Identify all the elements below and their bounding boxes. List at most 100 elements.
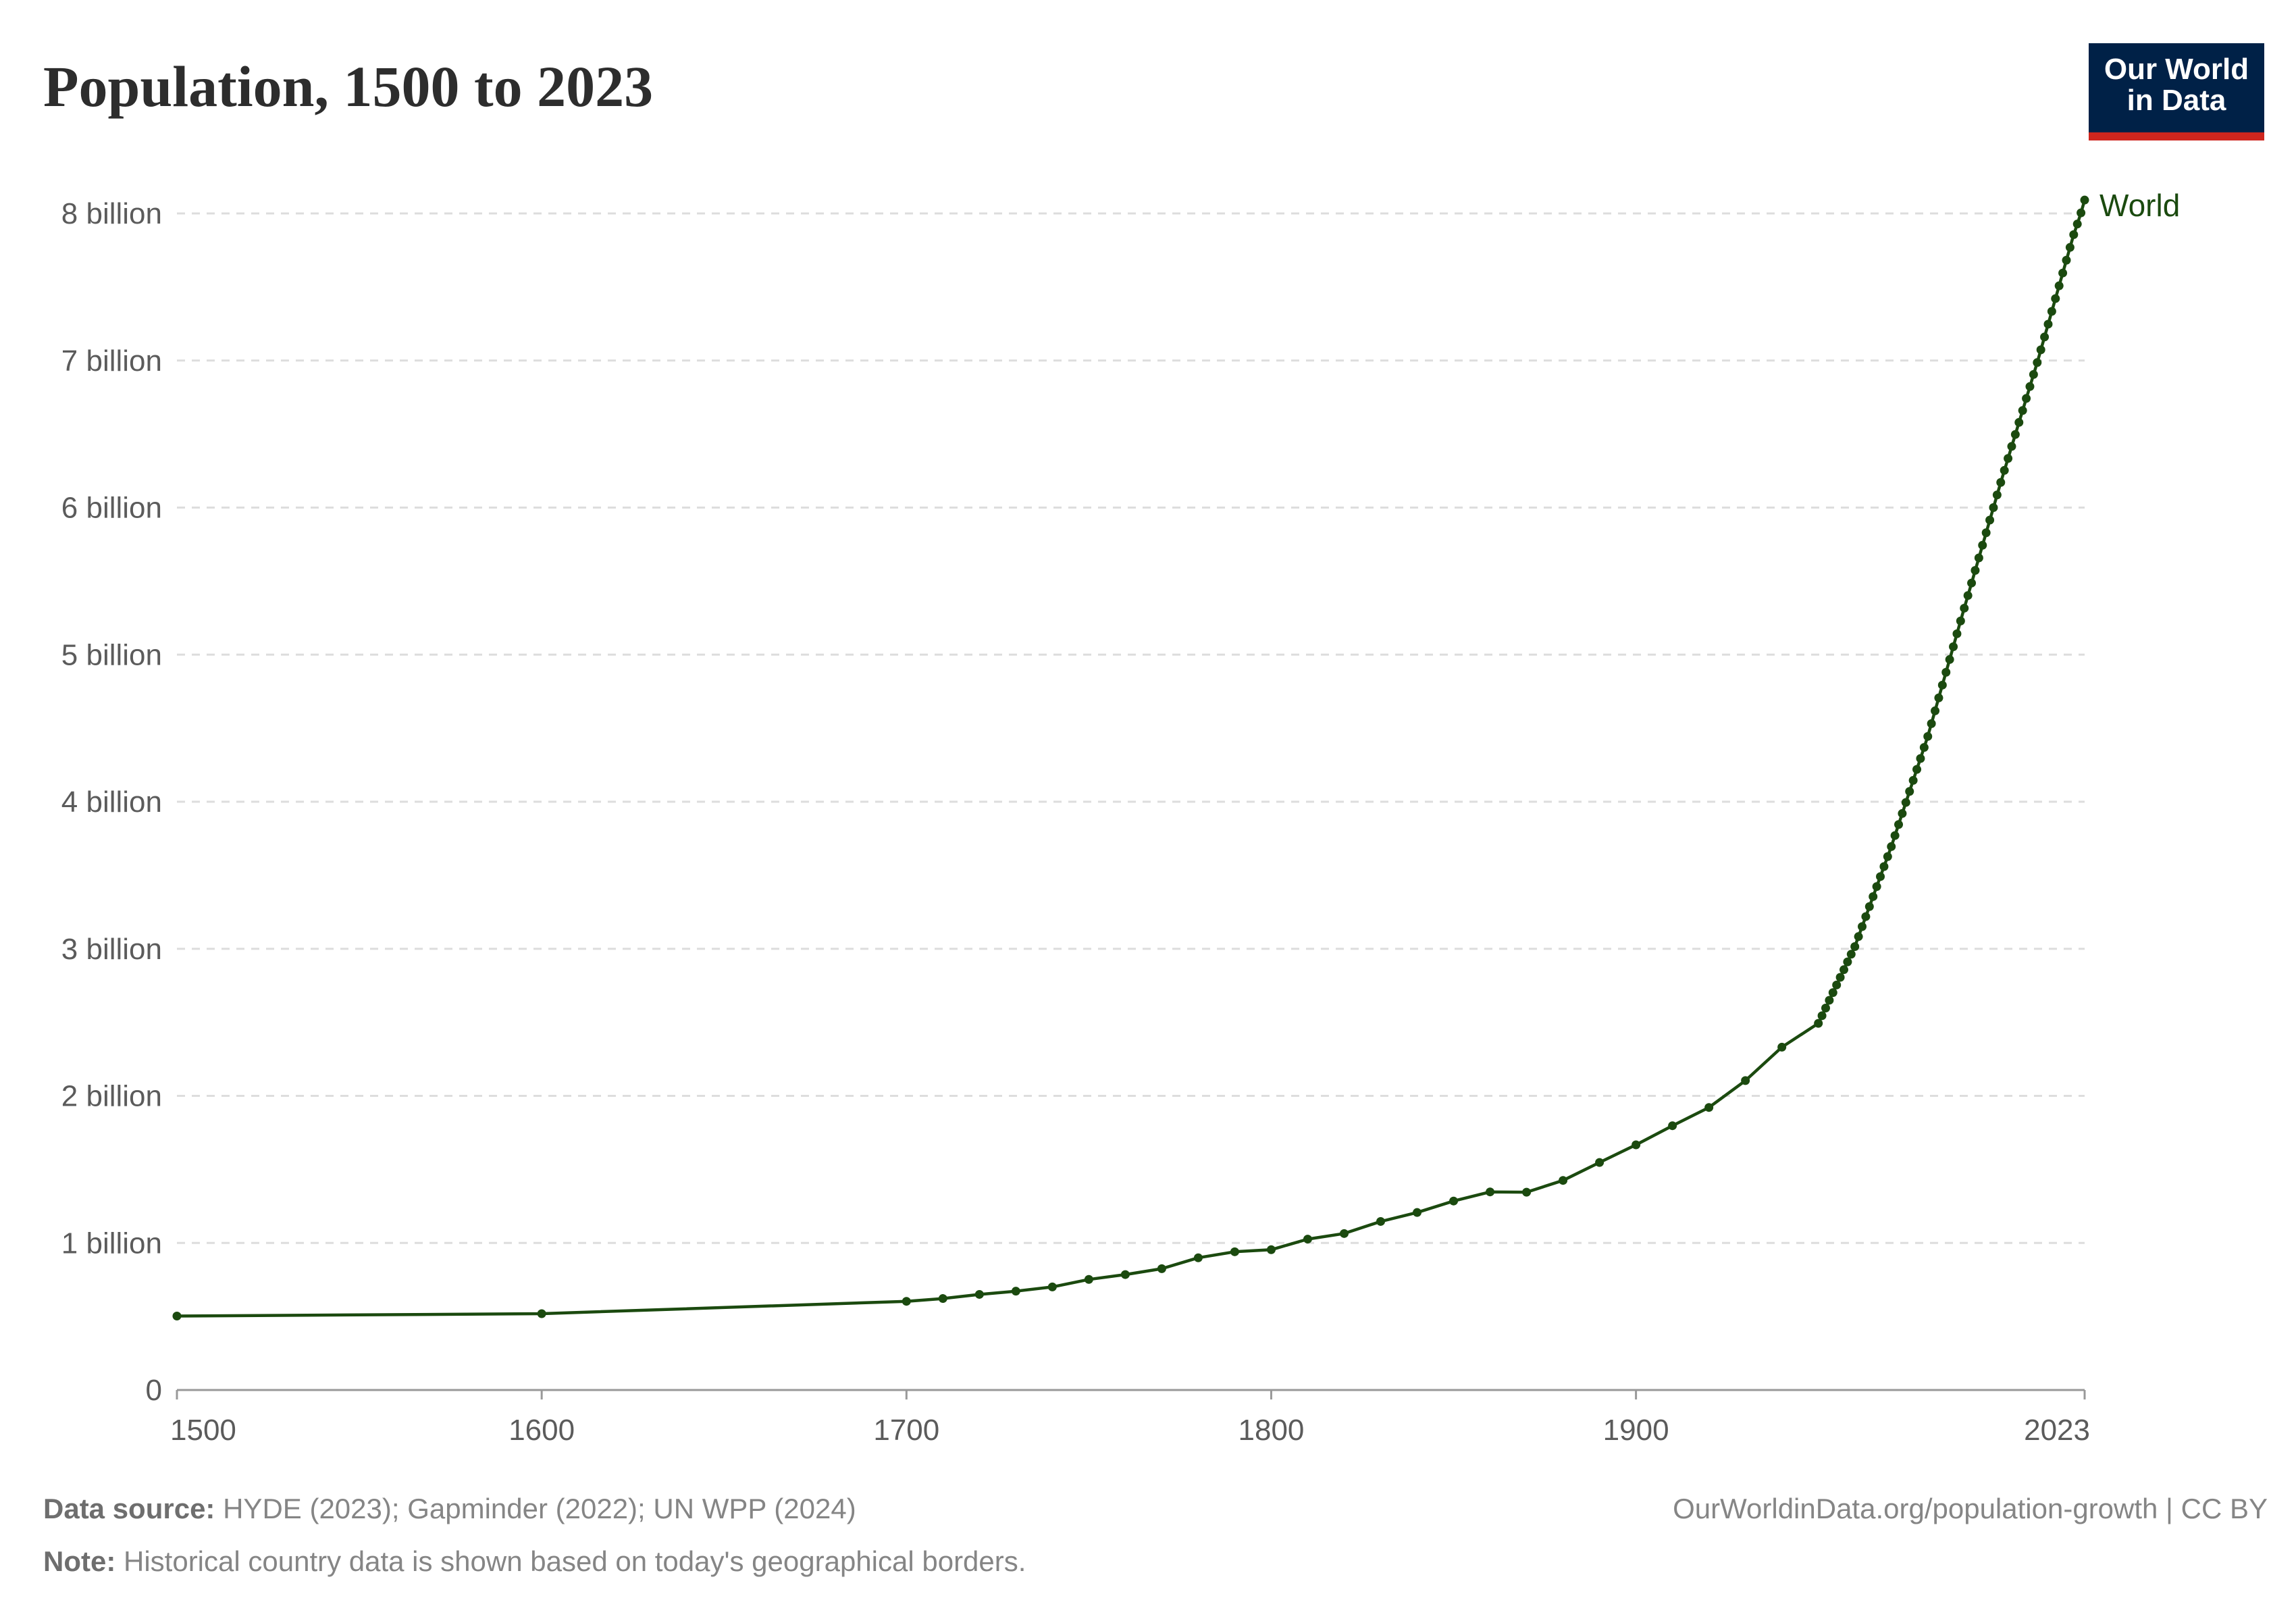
x-tick-label: 1800	[1238, 1414, 1305, 1447]
data-point	[2007, 442, 2016, 451]
data-point	[2051, 294, 2060, 303]
data-point	[902, 1297, 911, 1306]
data-point	[974, 1289, 984, 1299]
data-point	[1522, 1187, 1532, 1197]
data-point	[1890, 831, 1900, 840]
x-tick-label: 1600	[508, 1414, 575, 1447]
data-point	[1741, 1076, 1750, 1085]
data-point	[938, 1294, 947, 1304]
data-point	[1835, 973, 1845, 982]
data-point	[1828, 988, 1837, 998]
x-tick-label: 1900	[1603, 1414, 1669, 1447]
data-point	[1937, 680, 1947, 690]
data-point	[1632, 1140, 1641, 1150]
data-point	[1883, 852, 1892, 861]
data-point	[2054, 281, 2064, 290]
data-point	[1266, 1245, 1276, 1254]
chart-title: Population, 1500 to 2023	[43, 54, 654, 119]
owid-logo[interactable]: Our World in Data	[2089, 43, 2264, 140]
data-point	[2065, 242, 2075, 252]
data-point	[1595, 1158, 1604, 1167]
data-point	[1945, 654, 1954, 664]
data-point	[1704, 1103, 1714, 1112]
data-point	[1832, 980, 1842, 989]
data-point	[1960, 603, 1969, 613]
data-point	[1839, 965, 1848, 975]
data-point	[1919, 743, 1929, 752]
data-point	[1967, 578, 1977, 588]
data-point	[1912, 765, 1922, 774]
data-point	[172, 1311, 182, 1320]
data-point	[2080, 195, 2089, 205]
data-point	[2029, 369, 2038, 379]
data-point	[1854, 932, 1863, 942]
data-point	[1843, 957, 1852, 967]
data-point	[2000, 465, 2009, 475]
y-tick-label: 5 billion	[61, 638, 162, 671]
note-label: Note:	[43, 1545, 116, 1577]
data-point	[1861, 912, 1871, 921]
y-tick-label: 0	[146, 1374, 162, 1407]
data-point	[1814, 1019, 1823, 1028]
data-point	[1923, 731, 1933, 741]
logo-line-1: Our World	[2104, 53, 2249, 86]
data-point	[1952, 629, 1962, 638]
data-point	[1869, 892, 1878, 901]
data-point	[1777, 1042, 1787, 1052]
data-point	[2036, 345, 2045, 355]
data-point	[2018, 406, 2027, 415]
data-point	[1876, 872, 1885, 881]
data-point	[1996, 478, 2006, 487]
data-point	[2033, 358, 2042, 367]
data-point	[2022, 394, 2031, 403]
data-point	[2004, 454, 2013, 463]
y-tick-label: 7 billion	[61, 344, 162, 378]
data-point	[1230, 1247, 1239, 1256]
data-point	[2025, 382, 2035, 391]
data-point	[1850, 942, 1860, 951]
logo-line-2: in Data	[2127, 84, 2226, 117]
data-point	[1927, 719, 1936, 728]
data-point	[1963, 591, 1973, 600]
data-point	[1193, 1253, 1203, 1262]
series-world[interactable]: World	[172, 188, 2181, 1320]
data-point	[1084, 1275, 1093, 1284]
data-point	[537, 1309, 546, 1318]
data-point	[1486, 1187, 1495, 1197]
data-point	[1872, 882, 1881, 892]
grid	[177, 212, 2085, 1244]
data-point	[1956, 616, 1965, 625]
data-point	[2062, 255, 2071, 265]
data-point	[1941, 667, 1951, 677]
data-point	[2010, 430, 2020, 439]
data-point	[1303, 1235, 1312, 1244]
data-point	[1821, 1004, 1830, 1013]
data-point	[1978, 540, 1987, 550]
data-point	[1908, 775, 1918, 785]
data-point	[1992, 490, 2002, 500]
source-text[interactable]: HYDE (2023); Gapminder (2022); UN WPP (2…	[223, 1493, 856, 1524]
data-point	[2040, 332, 2050, 342]
note-text: Historical country data is shown based o…	[124, 1545, 1026, 1577]
data-point	[1934, 693, 1943, 702]
data-point	[2069, 230, 2079, 239]
y-tick-label: 2 billion	[61, 1080, 162, 1113]
y-tick-label: 4 billion	[61, 786, 162, 819]
data-source: Data source: HYDE (2023); Gapminder (202…	[43, 1493, 856, 1525]
data-point	[1846, 950, 1856, 959]
data-point	[1120, 1270, 1130, 1279]
data-point	[1971, 565, 1980, 575]
y-tick-label: 1 billion	[61, 1227, 162, 1260]
data-point	[1981, 528, 1991, 538]
source-url[interactable]: OurWorldinData.org/population-growth | C…	[1673, 1493, 2268, 1524]
y-tick-label: 6 billion	[61, 492, 162, 525]
x-tick-label: 2023	[2024, 1414, 2090, 1447]
data-point	[1916, 754, 1925, 763]
data-point	[1894, 820, 1904, 829]
data-point	[1817, 1011, 1827, 1021]
data-point	[2014, 417, 2024, 427]
data-point	[1413, 1208, 1422, 1217]
data-point	[1825, 996, 1834, 1005]
data-point	[2043, 319, 2053, 329]
